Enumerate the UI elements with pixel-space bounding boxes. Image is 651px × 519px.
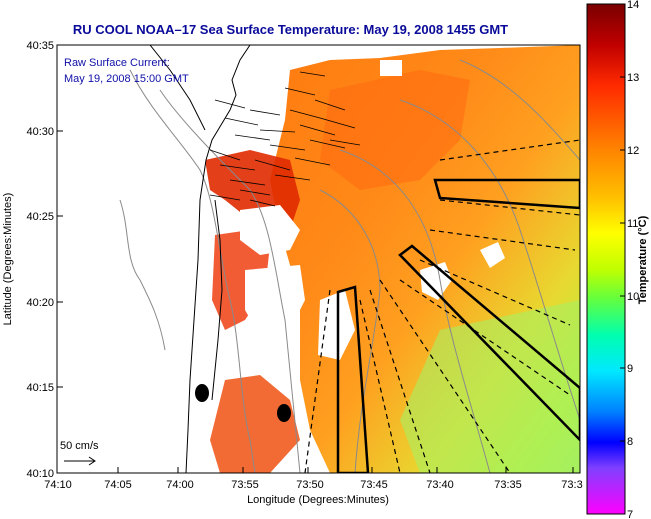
scale-arrow <box>64 456 96 466</box>
y-tick-label: 40:10 <box>26 468 54 480</box>
sst-field <box>57 45 580 473</box>
y-tick-label: 40:35 <box>26 40 54 52</box>
y-tick-label: 40:20 <box>26 297 54 309</box>
colorbar-label: Temperature (°C) <box>637 215 649 304</box>
color-bar <box>586 3 626 515</box>
x-tick-label: 74:05 <box>104 479 132 491</box>
colorbar-tick-label: 9 <box>627 363 633 375</box>
colorbar-tick-labels: 14 13 12 11 10 9 8 7 <box>627 0 639 519</box>
x-tick-label: 73:3 <box>561 479 582 491</box>
radar-site-marker <box>195 384 209 402</box>
x-axis-label: Longitude (Degrees:Minutes) <box>247 494 389 506</box>
y-tick-label: 40:25 <box>26 211 54 223</box>
x-tick-label: 73:55 <box>231 479 259 491</box>
x-tick-label: 74:10 <box>44 479 72 491</box>
map-title: RU COOL NOAA–17 Sea Surface Temperature:… <box>0 22 651 37</box>
colorbar-tick-label: 11 <box>627 218 638 230</box>
colorbar-tick-label: 13 <box>627 72 639 84</box>
overlay-line1: Raw Surface Current: <box>64 57 170 69</box>
y-axis-label: Latitude (Degrees:Minutes) <box>2 193 14 326</box>
colorbar-tick-label: 14 <box>627 0 639 11</box>
colorbar-tick-label: 8 <box>627 436 633 448</box>
y-tick-labels: 40:35 40:30 40:25 40:20 40:15 40:10 <box>26 40 54 480</box>
radar-site-marker <box>277 404 291 422</box>
x-tick-label: 73:50 <box>296 479 324 491</box>
colorbar-ticks <box>620 3 625 515</box>
colorbar-tick-label: 12 <box>627 145 639 157</box>
colorbar-tick-label: 7 <box>627 509 633 519</box>
x-tick-labels: 74:10 74:05 74:00 73:55 73:50 73:45 73:4… <box>44 479 582 491</box>
tick-marks <box>56 44 574 474</box>
scale-label: 50 cm/s <box>60 440 99 452</box>
y-tick-label: 40:15 <box>26 382 54 394</box>
x-tick-label: 73:45 <box>360 479 388 491</box>
x-tick-label: 73:35 <box>494 479 522 491</box>
overlay-line2: May 19, 2008 15:00 GMT <box>64 73 189 85</box>
x-tick-label: 74:00 <box>166 479 194 491</box>
y-tick-label: 40:30 <box>26 126 54 138</box>
map-title-text: RU COOL NOAA–17 Sea Surface Temperature:… <box>72 22 509 37</box>
x-tick-label: 73:40 <box>426 479 454 491</box>
colorbar-tick-label: 10 <box>627 291 639 303</box>
